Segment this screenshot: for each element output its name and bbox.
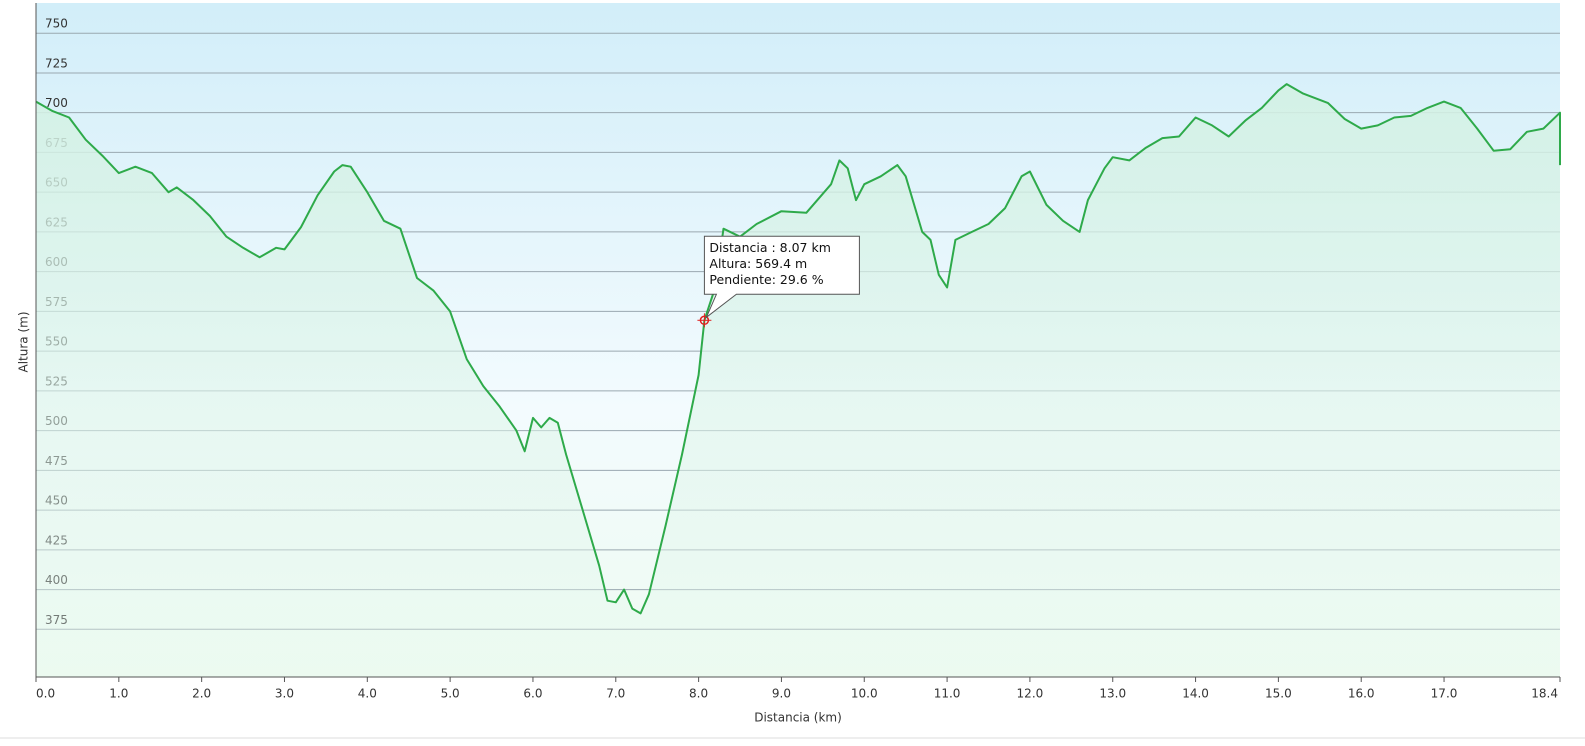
- x-tick-label: 13.0: [1099, 687, 1126, 701]
- tooltip-box: [703, 235, 860, 319]
- x-tick-label: 1.0: [109, 687, 128, 701]
- area: [36, 84, 1560, 678]
- x-tick-label: 16.0: [1348, 687, 1375, 701]
- x-tick-label: 3.0: [275, 687, 294, 701]
- x-tick-label: 14.0: [1182, 687, 1209, 701]
- x-tick-label: 10.0: [851, 687, 878, 701]
- tooltip-line: Altura: 569.4 m: [709, 256, 807, 271]
- x-tick-label: 4.0: [358, 687, 377, 701]
- x-axis-label: Distancia (km): [754, 711, 842, 725]
- y-tick-label: 725: [45, 56, 68, 70]
- x-tick-label: 9.0: [772, 687, 791, 701]
- y-tick-label: 700: [45, 96, 68, 110]
- y-tick-label: 750: [45, 17, 68, 31]
- x-tick-label: 15.0: [1265, 687, 1292, 701]
- x-tick-label: 17.0: [1431, 687, 1458, 701]
- x-tick-label: 11.0: [934, 687, 961, 701]
- x-tick-label: 12.0: [1017, 687, 1044, 701]
- x-tick-label: 8.0: [689, 687, 708, 701]
- x-tick-label: 0.0: [36, 687, 55, 701]
- elevation-line: [35, 83, 1561, 615]
- y-axis-label: Altura (m): [17, 311, 31, 372]
- tooltip-line: Distancia : 8.07 km: [709, 240, 830, 255]
- x-tick-label: 2.0: [192, 687, 211, 701]
- x-tick-label: 6.0: [523, 687, 542, 701]
- x-tick-label: 7.0: [606, 687, 625, 701]
- x-tick-label: 5.0: [441, 687, 460, 701]
- tooltip-line: Pendiente: 29.6 %: [709, 272, 823, 287]
- x-tick-label: 18.4: [1531, 687, 1558, 701]
